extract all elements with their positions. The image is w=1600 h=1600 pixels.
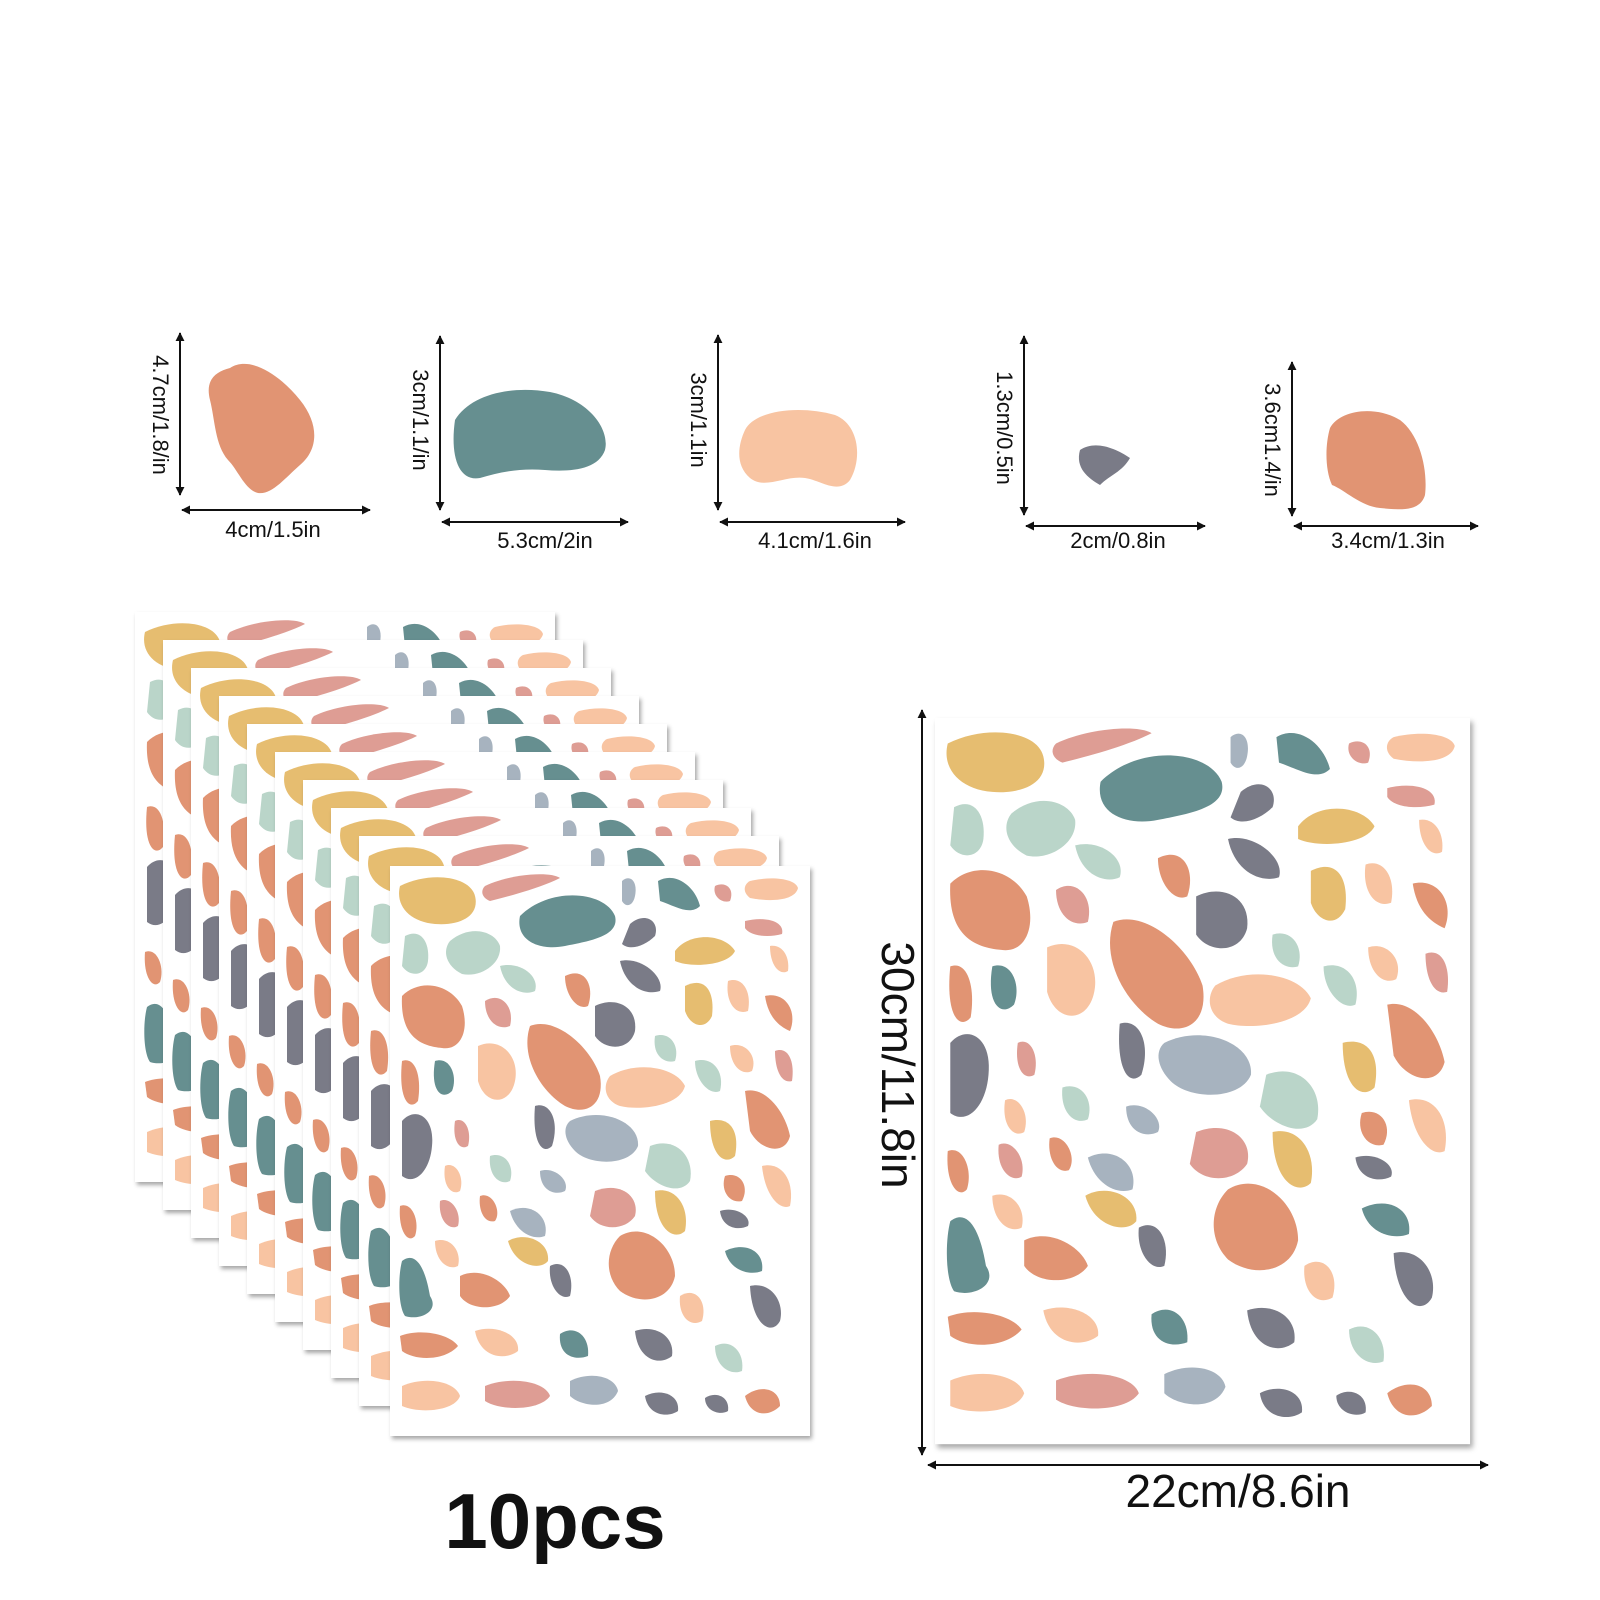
width-label: 5.3cm/2in [497,528,592,553]
width-label: 4.1cm/1.6in [758,528,872,553]
sticker-shape-terracotta [208,363,315,494]
sticker-shape-terracotta [1326,411,1426,510]
sheet-stack [135,612,810,1436]
height-label: 1.3cm/0.5in [992,371,1017,485]
width-label: 2cm/0.8in [1070,528,1165,553]
width-label: 4cm/1.5in [225,517,320,542]
shape-3: 3cm/1.1in 4.1cm/1.6in [686,334,906,553]
height-label: 3cm/1.1in [686,372,711,467]
single-sheet: 30cm/11.8in 22cm/8.6in [872,709,1489,1517]
sticker-shape-slate [1078,445,1130,485]
shape-2: 3cm/1.1/in 5.3cm/2in [408,335,629,553]
height-label: 3cm/1.1/in [408,369,433,471]
sticker-sheet-front [390,866,810,1436]
sheet-width-label: 22cm/8.6in [1125,1465,1350,1517]
height-label: 3.6cm1.4/in [1260,383,1285,497]
width-label: 3.4cm/1.3in [1331,528,1445,553]
shape-5: 3.6cm1.4/in 3.4cm/1.3in [1260,361,1479,553]
sheet-height-label: 30cm/11.8in [872,941,924,1188]
height-label: 4.7cm/1.8/in [148,355,173,475]
sticker-shape-teal [453,389,606,479]
shape-4: 1.3cm/0.5in 2cm/0.8in [992,335,1206,553]
sticker-shape-peach [739,410,858,487]
sticker-sheet-large [935,718,1471,1445]
shape-1: 4.7cm/1.8/in 4cm/1.5in [148,332,371,542]
sheet-count-label: 10pcs [444,1477,665,1565]
